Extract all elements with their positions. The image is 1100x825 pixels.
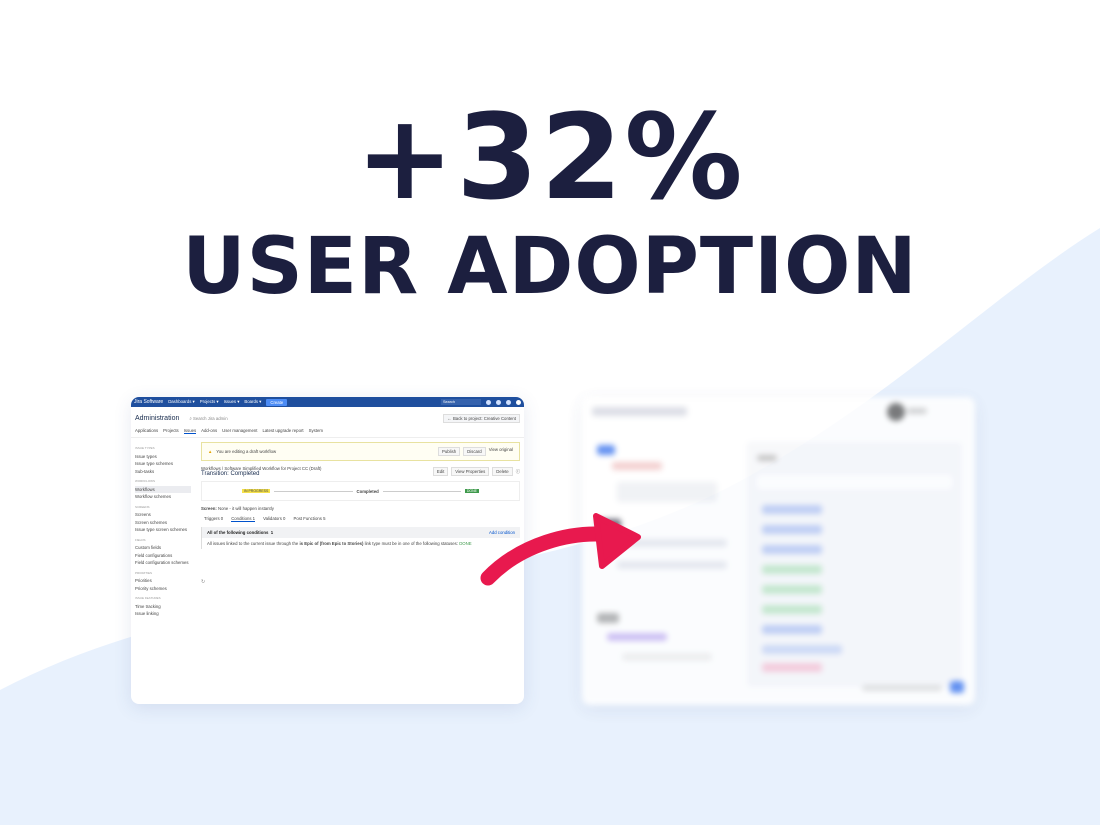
tab-post[interactable]: Post Functions 5 <box>293 516 326 521</box>
condition-text: All issues linked to the current issue t… <box>207 541 300 546</box>
admin-search[interactable]: ⌕ Search Jira admin <box>189 416 228 421</box>
create-button[interactable]: Create <box>266 398 288 406</box>
search-input[interactable]: Search <box>441 399 481 405</box>
help-icon[interactable]: ⓘ <box>515 468 520 474</box>
draft-warning: ▲ You are editing a draft workflow Publi… <box>201 442 520 461</box>
condition-text-end: link type must be in one of the followin… <box>363 541 460 546</box>
tab-system[interactable]: System <box>308 428 323 433</box>
headline-caption: USER ADOPTION <box>182 222 918 312</box>
sidebar-group: ISSUE TYPES <box>135 446 155 450</box>
tab-applications[interactable]: Applications <box>135 428 159 433</box>
view-properties-button[interactable]: View Properties <box>451 467 490 476</box>
sidebar-group: WORKFLOWS <box>135 479 155 483</box>
jira-logo[interactable]: Jira Software <box>134 399 164 405</box>
screen-value: None - it will happen instantly <box>217 506 274 511</box>
tab-latest-upgrade-report[interactable]: Latest upgrade report <box>262 428 304 433</box>
sidebar-item-issue-types[interactable]: Issue types <box>135 453 157 459</box>
tab-issues[interactable]: Issues <box>183 428 197 434</box>
help-icon[interactable] <box>496 399 501 405</box>
conditions-panel: All of the following conditions 1 Add con… <box>201 527 520 549</box>
sidebar-item-priorities[interactable]: Priorities <box>135 578 152 583</box>
link-type: is Epic of (from Epic to Stories) <box>299 541 364 546</box>
sidebar-item-sub-tasks[interactable]: Sub-tasks <box>135 468 155 474</box>
nav-issues[interactable]: Issues ▾ <box>223 399 240 404</box>
sidebar-group: ISSUE FEATURES <box>135 596 161 600</box>
sidebar-group: SCREENS <box>135 504 150 509</box>
nav-projects[interactable]: Projects ▾ <box>199 399 219 404</box>
page-title: Administration <box>135 415 180 422</box>
sidebar-item-time-tracking[interactable]: Time tracking <box>135 603 161 609</box>
back-to-project-button[interactable]: ← Back to project: Creative Content <box>443 414 520 423</box>
publish-button[interactable]: Publish <box>438 447 461 456</box>
nav-boards[interactable]: Boards ▾ <box>244 399 262 404</box>
sidebar-item-issue-type-schemes[interactable]: Issue type schemes <box>135 461 173 466</box>
sidebar-item-field-configurations[interactable]: Field configurations <box>135 552 173 558</box>
sidebar: ISSUE TYPES Issue types Issue type schemes… <box>131 438 195 622</box>
sidebar-item-issue-type-screen-schemes[interactable]: Issue type screen schemes <box>135 527 188 532</box>
jira-screenshot: Jira Software Dashboards ▾ Projects ▾ Is… <box>131 397 524 704</box>
delete-button[interactable]: Delete <box>492 467 513 476</box>
conditions-count: 1 <box>270 530 274 535</box>
top-nav: Jira Software Dashboards ▾ Projects ▾ Is… <box>131 397 524 407</box>
view-original-link[interactable]: View original <box>488 447 513 452</box>
sidebar-item-custom-fields[interactable]: Custom fields <box>135 545 162 550</box>
sidebar-item-workflow-schemes[interactable]: Workflow schemes <box>135 494 171 499</box>
headline-stat: +32% <box>355 88 745 226</box>
edit-button[interactable]: Edit <box>432 467 449 476</box>
status-done: DONE <box>464 489 480 493</box>
nav-dashboards[interactable]: Dashboards ▾ <box>168 399 195 404</box>
sidebar-group: FIELDS <box>135 537 146 542</box>
tab-conditions[interactable]: Conditions 1 <box>231 516 256 522</box>
add-condition-link[interactable]: Add condition <box>488 530 515 535</box>
blurred-screenshot <box>582 397 975 705</box>
status-in-progress: IN PROGRESS <box>242 489 271 493</box>
condition-row: All issues linked to the current issue t… <box>202 538 520 549</box>
breadcrumb[interactable]: Workflows / Software Simplified Workflow… <box>201 466 322 471</box>
transition-title: Transition: Completed <box>201 471 260 477</box>
tab-triggers[interactable]: Triggers 0 <box>204 516 224 521</box>
conditions-header: All of the following conditions <box>207 530 269 535</box>
tab-add-ons[interactable]: Add-ons <box>201 428 218 433</box>
sidebar-item-issue-linking[interactable]: Issue linking <box>135 611 159 616</box>
sidebar-item-screen-schemes[interactable]: Screen schemes <box>135 519 168 525</box>
sidebar-item-workflows[interactable]: Workflows <box>135 485 191 493</box>
sidebar-item-field-configuration-schemes[interactable]: Field configuration schemes <box>135 560 189 565</box>
discard-button[interactable]: Discard <box>463 447 486 456</box>
screen-label: Screen: <box>201 506 217 511</box>
refresh-icon[interactable]: ↻ <box>201 579 206 585</box>
transition-label: Completed <box>356 488 379 494</box>
admin-tabs: Applications Projects Issues Add-ons User ma… <box>131 425 524 438</box>
avatar[interactable] <box>516 399 521 405</box>
tab-validators[interactable]: Validators 0 <box>263 516 286 521</box>
condition-status: DONE <box>459 541 472 546</box>
sidebar-item-screens[interactable]: Screens <box>135 512 151 517</box>
tab-projects[interactable]: Projects <box>163 428 179 433</box>
workflow-diagram: IN PROGRESS Completed DONE <box>201 481 520 501</box>
warning-icon: ▲ <box>208 449 213 454</box>
warning-text: You are editing a draft workflow <box>216 449 277 454</box>
sidebar-item-priority-schemes[interactable]: Priority schemes <box>135 585 167 591</box>
transition-tabs: Triggers 0 Conditions 1 Validators 0 Post F… <box>201 516 520 522</box>
settings-icon[interactable] <box>506 399 511 405</box>
sidebar-group: PRIORITIES <box>135 570 153 575</box>
tab-user-management[interactable]: User management <box>222 428 258 433</box>
notifications-icon[interactable] <box>486 399 491 405</box>
